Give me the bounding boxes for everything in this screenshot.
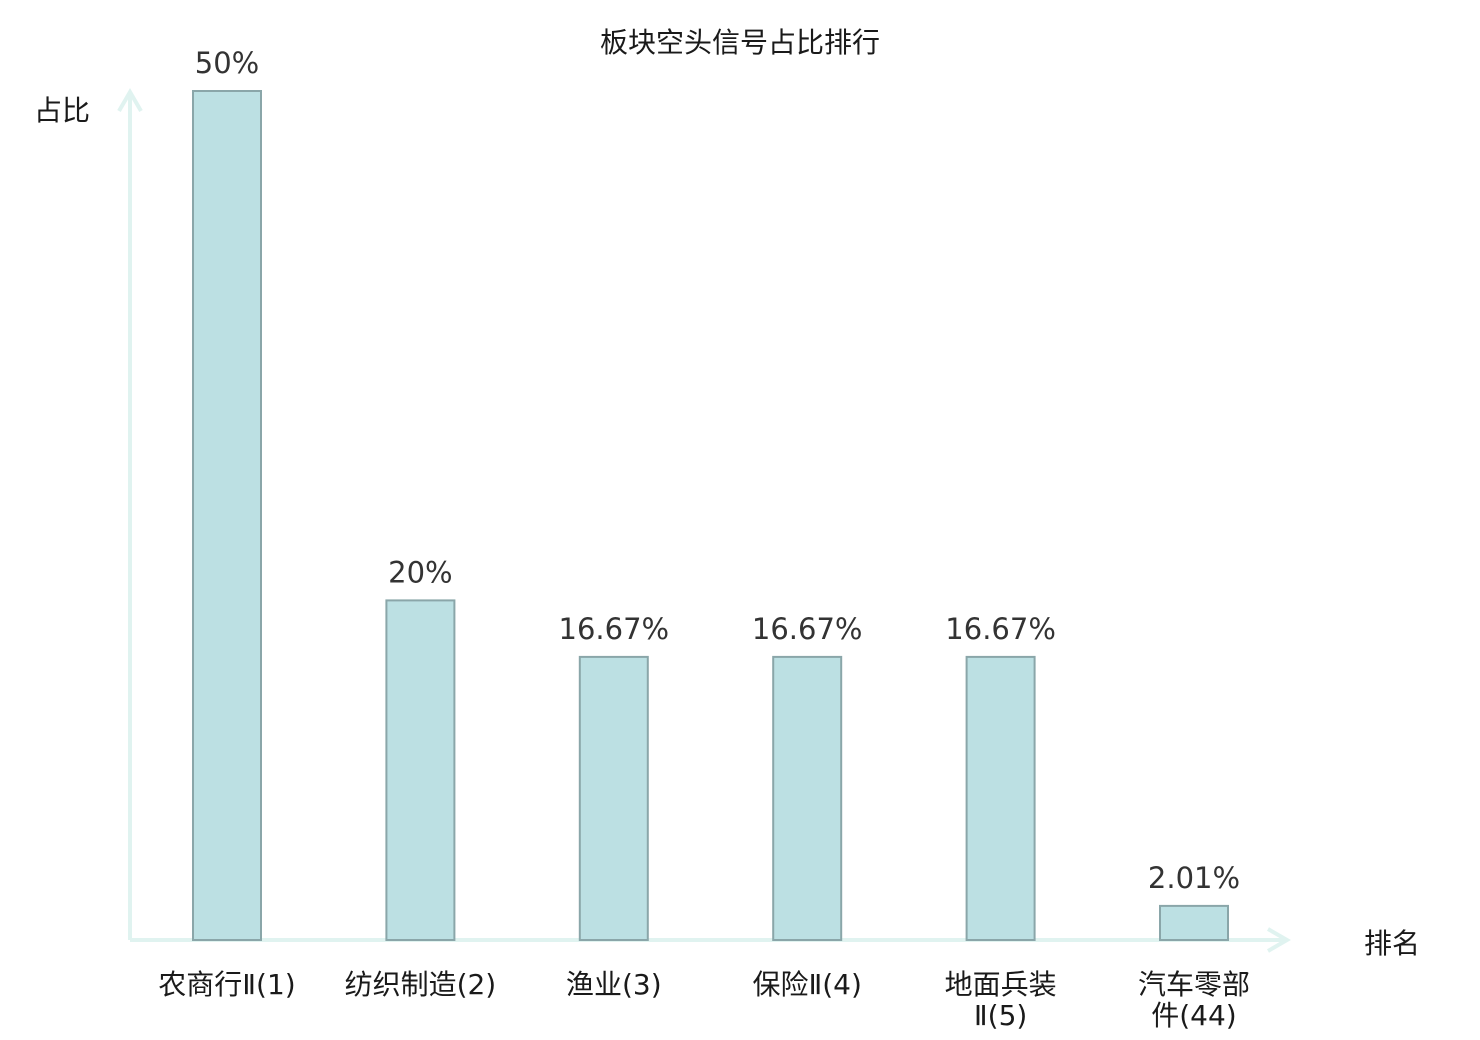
- category-label-5-line-1: 地面兵装: [945, 968, 1057, 1001]
- y-axis-title: 占比: [34, 94, 90, 127]
- value-label-6: 2.01%: [1148, 861, 1240, 895]
- category-label-1: 农商行Ⅱ(1): [158, 968, 295, 1001]
- bar-6: [1159, 904, 1229, 942]
- category-label-1-line-1: 农商行Ⅱ(1): [158, 968, 295, 1001]
- category-label-5-line-2: Ⅱ(5): [974, 999, 1027, 1032]
- bar-4: [772, 655, 843, 942]
- category-label-2: 纺织制造(2): [345, 968, 497, 1001]
- category-label-3: 渔业(3): [566, 968, 662, 1001]
- value-label-1: 50%: [195, 46, 259, 80]
- bar-1: [192, 90, 262, 941]
- x-axis: [130, 927, 1291, 953]
- category-label-6: 汽车零部件(44): [1138, 968, 1250, 1032]
- category-label-2-line-1: 纺织制造(2): [345, 968, 497, 1001]
- category-label-6-line-2: 件(44): [1151, 999, 1236, 1032]
- value-label-3: 16.67%: [559, 612, 670, 646]
- category-labels-group: 农商行Ⅱ(1) 纺织制造(2) 渔业(3) 保险Ⅱ(4) 地面兵装 Ⅱ(5) 汽车零部件(4…: [158, 968, 1250, 1032]
- value-label-2: 20%: [388, 555, 452, 589]
- value-label-5: 16.67%: [945, 612, 1056, 646]
- bar-3: [578, 655, 649, 942]
- category-label-3-line-1: 渔业(3): [566, 968, 662, 1001]
- value-labels-group: 50% 20% 16.67% 16.67% 16.67% 2.01%: [195, 46, 1240, 895]
- category-label-5: 地面兵装 Ⅱ(5): [945, 968, 1057, 1032]
- bar-2: [385, 599, 456, 942]
- value-label-4: 16.67%: [752, 612, 863, 646]
- bar-5: [965, 655, 1036, 942]
- category-label-4: 保险Ⅱ(4): [752, 968, 861, 1001]
- x-axis-title: 排名: [1364, 927, 1420, 960]
- bars-group: [192, 90, 1229, 942]
- chart-title: 板块空头信号占比排行: [600, 26, 880, 59]
- y-axis: [117, 88, 143, 940]
- category-label-4-line-1: 保险Ⅱ(4): [752, 968, 861, 1001]
- category-label-6-line-1: 汽车零部: [1138, 968, 1250, 1001]
